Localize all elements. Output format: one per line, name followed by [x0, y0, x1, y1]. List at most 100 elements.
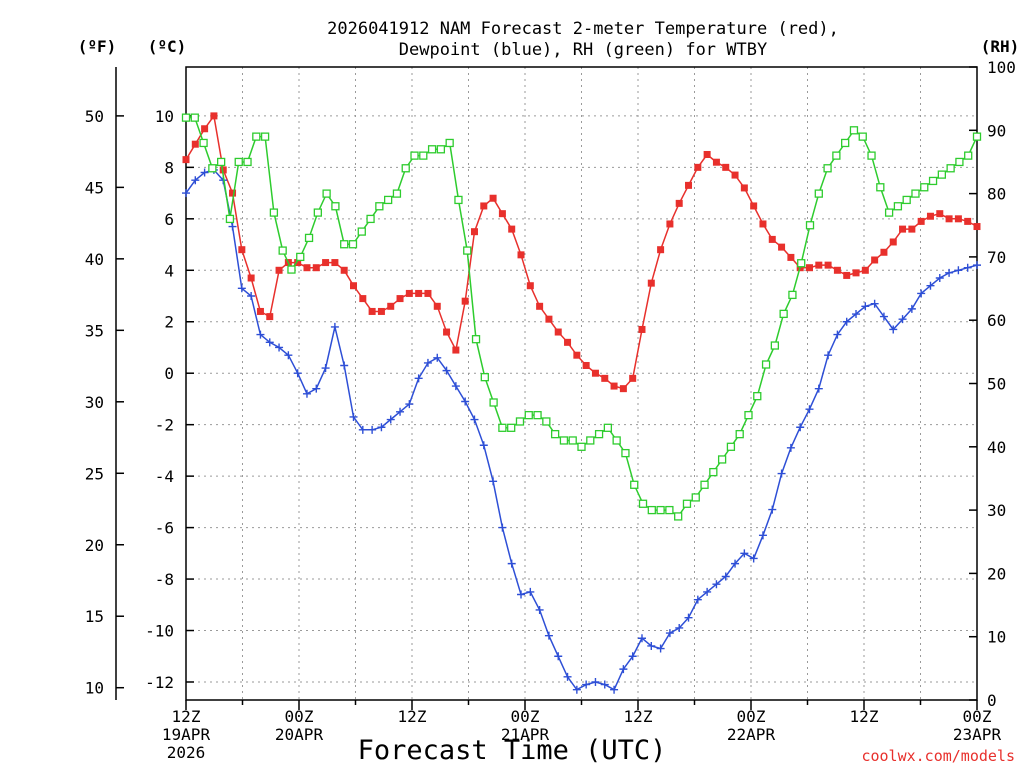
- temperature-point: [182, 156, 190, 164]
- rh-point: [972, 132, 982, 141]
- dewpoint-point: [768, 505, 777, 514]
- rh-point: [515, 417, 525, 426]
- rh-point: [700, 480, 709, 489]
- x-tick-label: 22APR: [727, 725, 776, 744]
- temperature-point: [238, 246, 246, 254]
- temperature-point: [880, 248, 888, 256]
- fahrenheit-unit-label: (ºF): [78, 37, 117, 56]
- rh-point: [928, 176, 938, 186]
- dewpoint-point: [284, 351, 293, 360]
- fahrenheit-tick-label: 10: [85, 679, 104, 698]
- rh-point: [691, 493, 700, 502]
- temperature-point: [759, 220, 767, 228]
- dewpoint-point: [591, 677, 600, 686]
- dewpoint-point: [628, 652, 637, 661]
- dewpoint-point: [600, 680, 609, 689]
- dewpoint-point: [647, 641, 656, 650]
- temperature-point: [229, 189, 237, 197]
- temperature-point: [545, 315, 553, 323]
- temperature-point: [964, 217, 972, 225]
- x-tick-label: 12Z: [624, 707, 653, 726]
- rh-point: [753, 392, 762, 401]
- rh-point: [181, 113, 191, 122]
- rh-point: [682, 499, 692, 508]
- axes: 5045403530252015101086420-2-4-6-8-10-121…: [85, 58, 1016, 762]
- dewpoint-point: [665, 629, 674, 638]
- dewpoint-point: [963, 263, 972, 272]
- rh-point: [480, 373, 489, 382]
- dewpoint-point: [489, 477, 498, 486]
- celsius-tick-label: -2: [155, 416, 174, 435]
- temperature-point: [377, 307, 385, 315]
- rh-point: [401, 164, 410, 173]
- temperature-point: [852, 269, 860, 277]
- temperature-point: [554, 328, 562, 336]
- rh-point: [217, 157, 226, 167]
- rh-point: [313, 208, 322, 217]
- rh-point: [805, 221, 815, 230]
- rh-point: [357, 227, 366, 236]
- dewpoint-point: [461, 397, 470, 406]
- temperature-point: [917, 217, 925, 225]
- rh-point: [964, 151, 973, 160]
- temperature-point: [731, 171, 739, 179]
- rh-tick-label: 20: [987, 564, 1006, 583]
- dewpoint-point: [758, 531, 767, 540]
- dewpoint-point: [256, 330, 265, 339]
- rh-point: [489, 398, 498, 407]
- rh-point: [674, 512, 683, 521]
- rh-tick-label: 50: [987, 375, 1006, 394]
- temperature-point: [443, 328, 451, 336]
- temperature-point: [526, 282, 534, 290]
- chart-title-line1: 2026041912 NAM Forecast 2-meter Temperat…: [327, 19, 839, 39]
- dewpoint-point: [712, 580, 721, 589]
- rh-point: [814, 189, 823, 198]
- rh-point: [507, 423, 516, 432]
- rh-point: [744, 410, 753, 420]
- rh-point: [243, 157, 252, 167]
- temperature-point: [405, 289, 413, 297]
- temperature-point: [601, 374, 609, 382]
- dewpoint-point: [451, 382, 460, 391]
- temperature-point: [833, 266, 841, 274]
- dewpoint-point: [582, 680, 591, 689]
- rh-point: [612, 436, 621, 445]
- source-credit: coolwx.com/models: [861, 747, 1015, 765]
- rh-point: [419, 151, 428, 160]
- rh-point: [383, 195, 393, 205]
- temperature-point: [675, 199, 683, 207]
- temperature-point: [582, 361, 590, 369]
- rh-point: [375, 202, 384, 211]
- dewpoint-point: [517, 590, 526, 599]
- temperature-point: [424, 289, 432, 297]
- rh-point: [920, 183, 929, 192]
- dewpoint-point: [479, 441, 488, 450]
- dewpoint-point: [414, 374, 423, 383]
- temperature-point: [303, 264, 311, 272]
- rh-tick-label: 40: [987, 438, 1006, 457]
- rh-point: [709, 467, 718, 477]
- dewpoint-point: [675, 623, 684, 632]
- dewpoint-point: [275, 343, 284, 352]
- rh-point: [199, 138, 208, 148]
- temperature-point: [871, 256, 879, 264]
- x-tick-label: 2026: [167, 743, 206, 762]
- dewpoint-point: [396, 407, 405, 416]
- rh-point: [797, 259, 806, 268]
- rh-tick-label: 70: [987, 248, 1006, 267]
- celsius-tick-label: 2: [164, 313, 174, 332]
- rh-point: [594, 429, 604, 439]
- celsius-tick-label: 6: [164, 210, 174, 229]
- x-tick-label: 00Z: [737, 707, 766, 726]
- temperature-point: [201, 125, 209, 133]
- dewpoint-point: [889, 325, 898, 334]
- rh-point: [542, 417, 551, 426]
- x-tick-label: 21APR: [501, 725, 550, 744]
- rh-point: [621, 448, 630, 458]
- temperature-point: [256, 307, 264, 315]
- rh-point: [550, 429, 560, 439]
- rh-point: [577, 442, 586, 451]
- rh-point: [911, 189, 920, 198]
- temperature-point: [722, 163, 730, 171]
